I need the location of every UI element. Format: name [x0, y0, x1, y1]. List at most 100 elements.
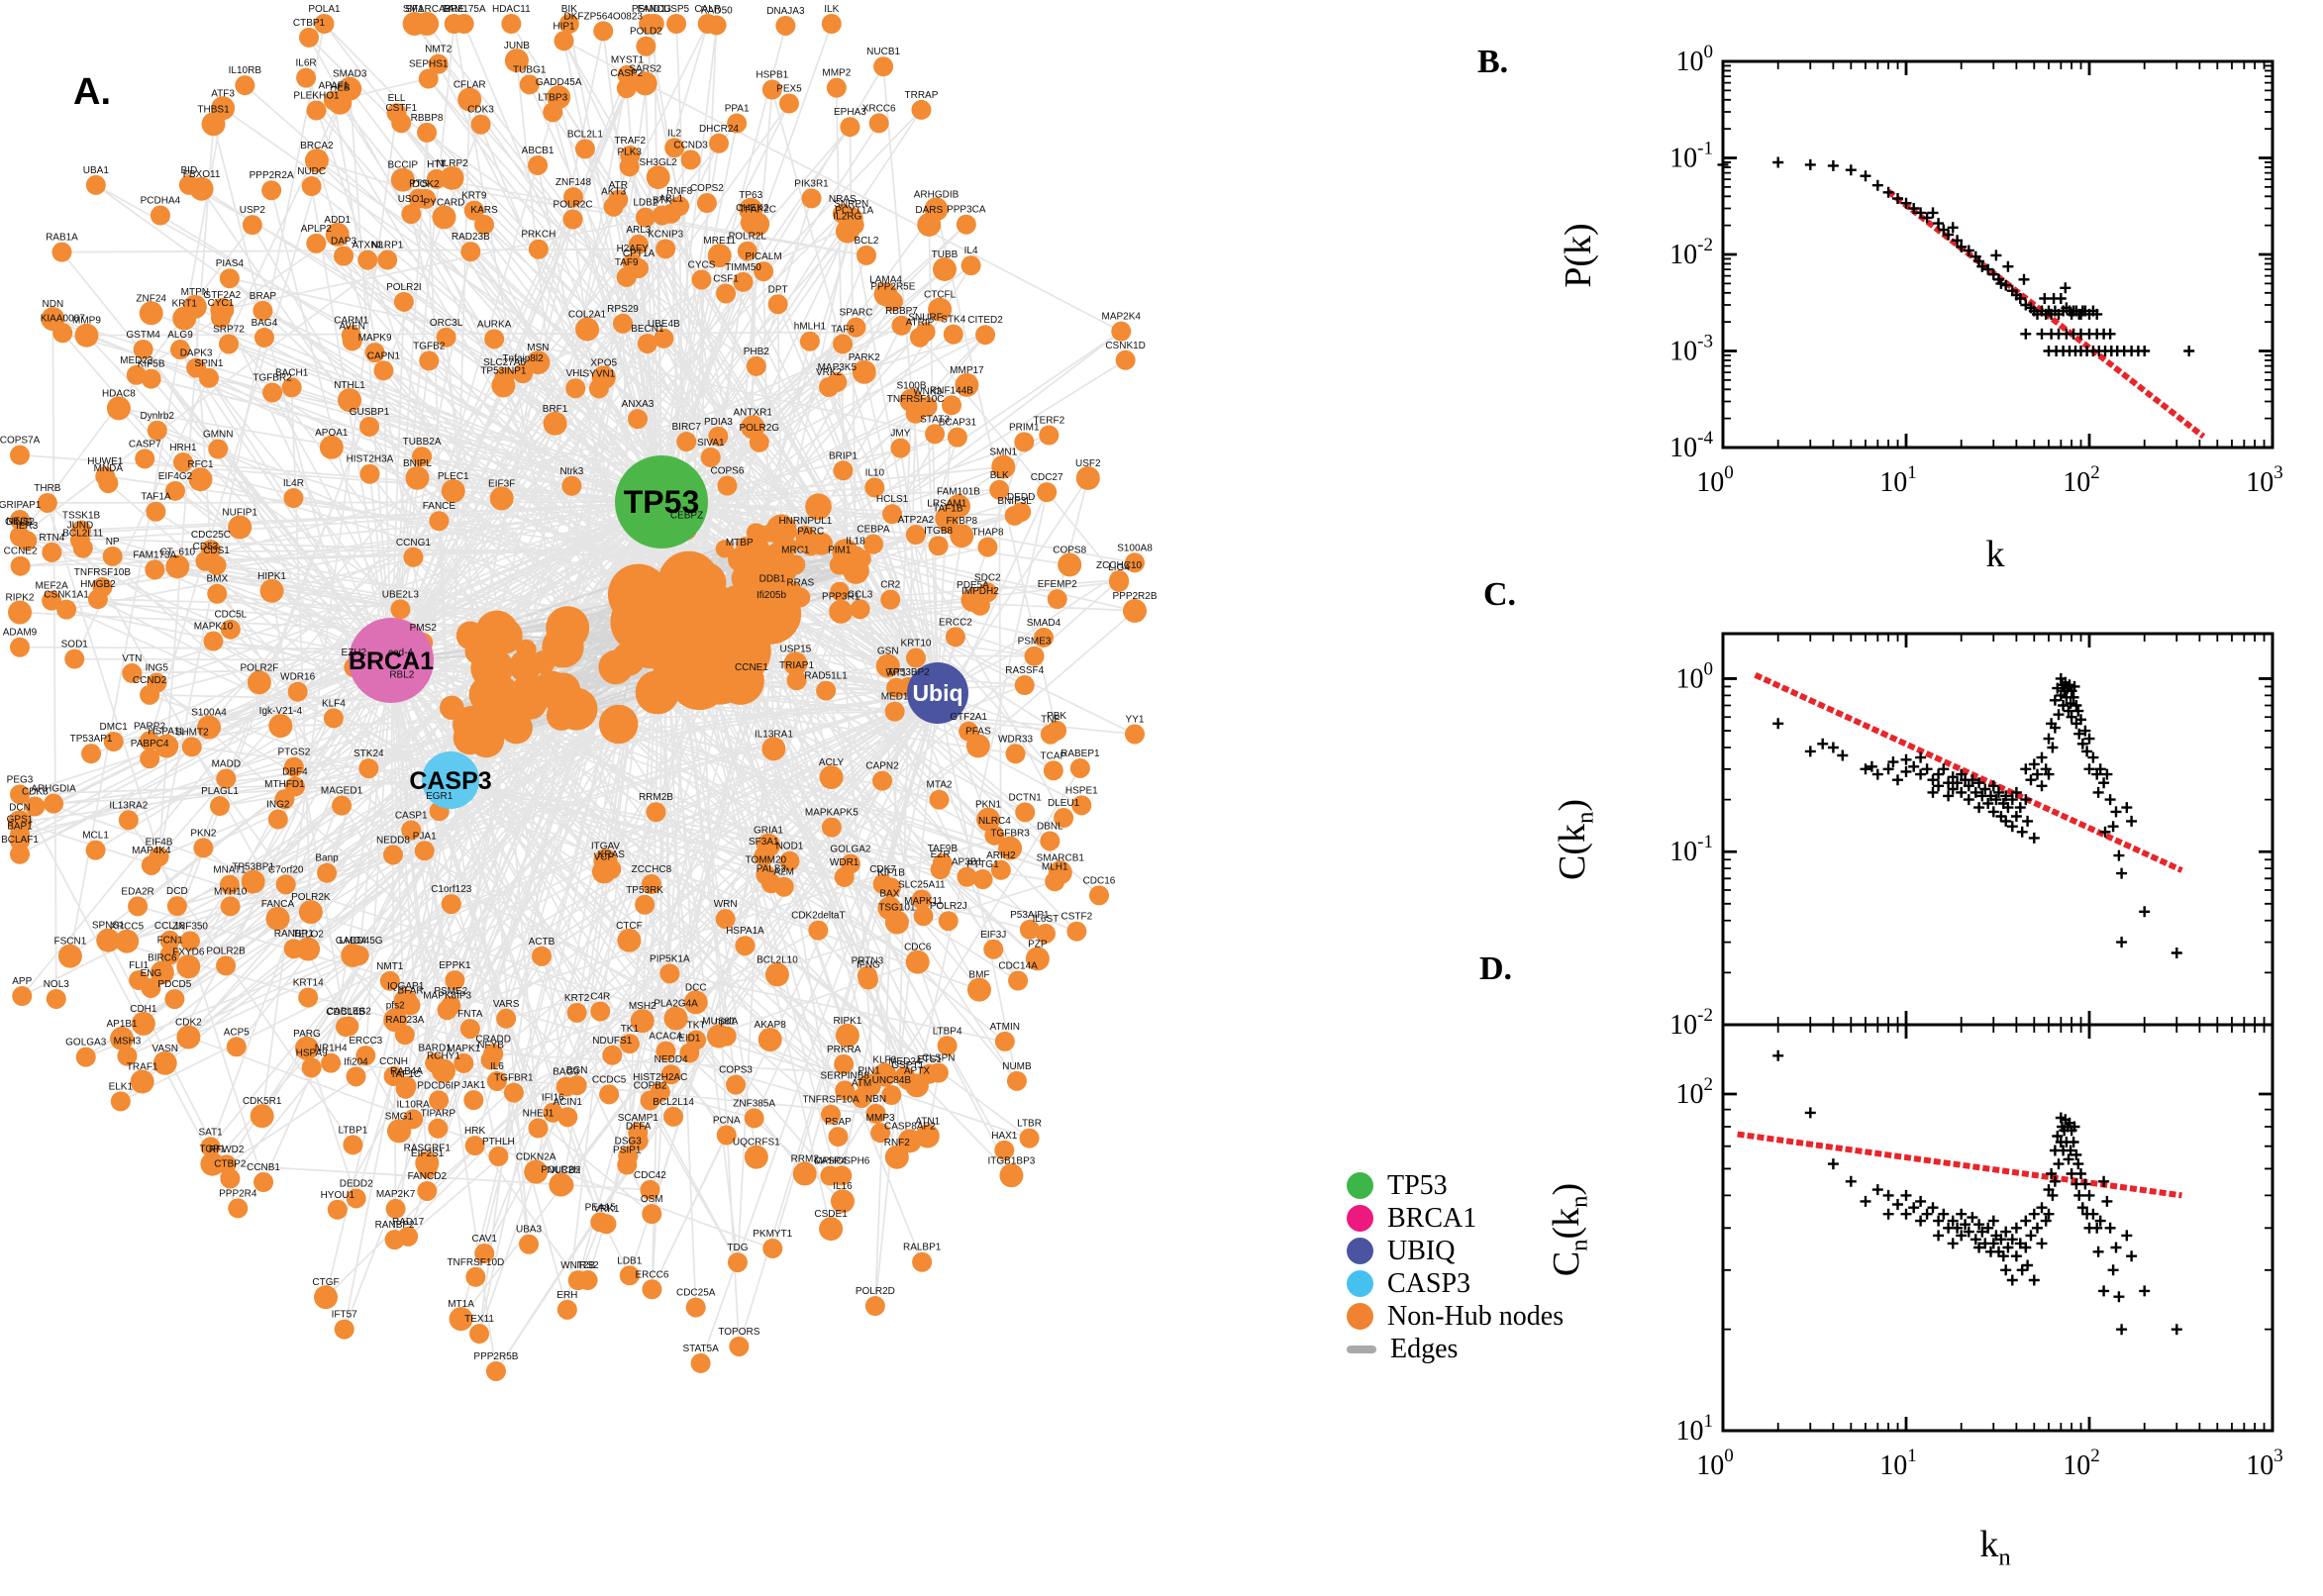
network-node-label: Tnfaip8l2 — [503, 353, 545, 364]
network-node — [519, 1234, 540, 1254]
network-node — [323, 708, 344, 729]
network-node — [384, 1230, 405, 1250]
network-node-label: POLR2H — [541, 1165, 580, 1176]
network-node — [680, 150, 701, 170]
network-node-label: SNURF — [908, 312, 942, 323]
network-node — [627, 409, 648, 430]
network-node — [739, 197, 763, 222]
network-node-label: POLR2I — [386, 282, 422, 293]
network-node — [219, 874, 240, 895]
network-node-label: hMLH1 — [794, 322, 827, 333]
network-node-label: DCC — [685, 982, 707, 993]
network-panel: TAF9B Banp ARL3 npdA ALG9 RNF144B C1orf123 HDAC… — [0, 4, 1158, 1381]
network-node-label: CDC16 — [1083, 875, 1116, 886]
network-node-label: BRE — [444, 4, 464, 15]
network-node-label: TSSK1B — [62, 511, 101, 522]
network-node — [528, 1118, 549, 1139]
network-node — [864, 1296, 885, 1317]
network-node — [403, 1109, 424, 1130]
network-node — [746, 355, 766, 376]
network-node-label: DARS — [915, 205, 943, 216]
network-node — [390, 599, 411, 620]
network-node-label: CARM1 — [334, 316, 368, 327]
network-node-label: BAX — [879, 888, 899, 899]
network-node — [37, 492, 57, 513]
network-node — [875, 653, 900, 678]
network-node-label: TP53AP1 — [70, 734, 113, 745]
network-node — [816, 680, 837, 701]
network-node-label: S100A4 — [191, 708, 227, 719]
network-node-label: IL2 — [667, 128, 681, 139]
network-node — [150, 960, 174, 985]
network-node-label: STK24 — [354, 748, 384, 759]
network-node — [275, 874, 296, 895]
network-node-label: CCND3 — [673, 140, 708, 150]
network-node-label: EZH2 — [342, 648, 367, 658]
network-node — [829, 599, 854, 624]
panel-a-label: A. — [73, 71, 111, 113]
network-node — [801, 188, 822, 209]
legend-item-label: CASP3 — [1387, 1267, 1471, 1299]
network-node — [188, 467, 213, 492]
network-node-label: CSTF2 — [1061, 912, 1093, 923]
hub-node-ubiq — [907, 662, 968, 724]
network-node-label: PTHLH — [482, 1137, 515, 1147]
network-node-label: PTTG1 — [966, 859, 999, 870]
network-node-label: VRK2 — [816, 367, 843, 378]
network-node-label: CHEK2 — [736, 203, 769, 214]
network-node-label: CDS1 — [203, 546, 230, 556]
network-node-label: MAP4K4 — [132, 846, 171, 856]
network-node-label: GRIA1 — [754, 826, 783, 837]
network-node — [942, 395, 962, 416]
network-node-label: NLRC4 — [978, 816, 1011, 827]
legend-item-casp3: CASP3 — [1347, 1267, 1564, 1299]
network-node-label: PYCARD — [424, 197, 465, 208]
network-node-label: PJA1 — [413, 831, 437, 842]
network-node — [733, 271, 754, 292]
network-node — [226, 1037, 247, 1057]
network-node-label: NUCB1 — [866, 47, 900, 57]
network-node — [635, 207, 656, 228]
network-node-label: NOL3 — [44, 979, 70, 990]
panel-b-label: B. — [1477, 44, 1509, 80]
network-node — [915, 1124, 940, 1148]
network-node-label: PABPC4 — [131, 739, 169, 749]
network-node — [106, 396, 131, 421]
network-node-label: CTCF — [616, 921, 643, 932]
network-node — [283, 488, 304, 509]
network-node-label: PARC — [797, 526, 824, 537]
network-node-label: DCTN1 — [1009, 792, 1043, 803]
network-node-label: CTBP2 — [214, 1159, 247, 1170]
network-node-label: PICALM — [745, 251, 781, 262]
network-node — [524, 1159, 549, 1184]
network-node — [938, 911, 959, 932]
network-node — [164, 480, 185, 501]
network-node — [1123, 598, 1147, 623]
network-node-label: TEX11 — [464, 1314, 494, 1325]
network-node-label: PRKRA — [827, 1045, 861, 1055]
network-node-label: AVEN — [339, 321, 365, 332]
network-node — [717, 475, 738, 496]
network-node — [8, 600, 32, 625]
hub-node-label: CASP3 — [409, 767, 491, 795]
network-node — [636, 36, 656, 56]
network-node-label: IL13RA1 — [755, 729, 793, 740]
network-node — [543, 102, 563, 123]
legend-item-label: TP53 — [1387, 1169, 1448, 1201]
network-node-label: DHCR24 — [699, 124, 739, 135]
network-node-label: TKT — [687, 1020, 706, 1031]
network-node-label: EIF2S1 — [411, 1148, 445, 1159]
network-node-label: VCP — [594, 852, 615, 863]
network-node-label: KRT14 — [293, 977, 324, 988]
network-node — [835, 1080, 856, 1101]
network-node-label: MTHFD1 — [264, 779, 305, 790]
network-node-label: CDC27 — [1031, 472, 1063, 483]
network-node-label: SDC2 — [974, 572, 1001, 583]
network-node-label: TGFBR3 — [990, 829, 1030, 840]
network-node-label: ATF3 — [211, 88, 235, 99]
network-node-label: BRAP — [250, 291, 277, 302]
network-node — [306, 100, 327, 121]
network-node-label: BMF — [968, 970, 989, 981]
network-node — [708, 133, 729, 153]
network-node-label: TIPARP — [421, 1109, 456, 1120]
